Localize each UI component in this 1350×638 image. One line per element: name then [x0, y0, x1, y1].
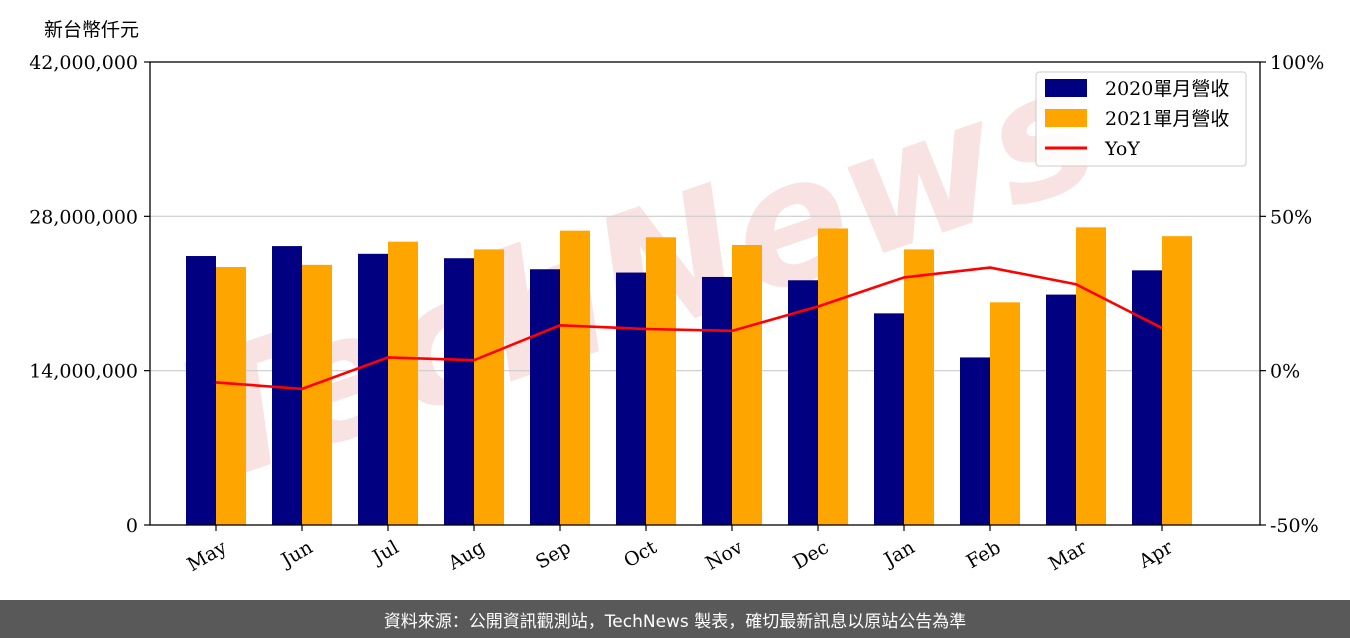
source-footer: 資料來源：公開資訊觀測站，TechNews 製表，確切最新訊息以原站公告為準: [0, 600, 1350, 638]
y2-tick-label: 0%: [1270, 361, 1300, 383]
legend: 2020單月營收 2021單月營收 YoY: [1035, 71, 1247, 167]
x-tick-label: Nov: [702, 536, 747, 575]
x-tick-label: Dec: [789, 536, 832, 574]
bar-2021: [1076, 227, 1106, 525]
bar-2020: [874, 313, 904, 525]
y-tick-label: 0: [126, 515, 138, 537]
bar-2021: [216, 267, 246, 525]
bar-2021: [560, 230, 590, 525]
x-tick-label: Jun: [276, 536, 317, 572]
y-tick-label: 28,000,000: [29, 206, 138, 228]
bar-2021: [818, 228, 848, 525]
bar-2020: [960, 357, 990, 525]
x-tick-label: Oct: [620, 536, 661, 572]
bar-2020: [616, 272, 646, 525]
y-tick-label: 42,000,000: [29, 52, 138, 74]
bar-2020: [530, 269, 560, 525]
y-tick-label: 14,000,000: [29, 361, 138, 383]
chart-canvas: TechNews014,000,00028,000,00042,000,000-…: [29, 27, 1324, 576]
legend-box: [1035, 71, 1247, 167]
x-tick-label: Jul: [367, 536, 402, 569]
legend-entry-2021-label: 2021單月營收: [1105, 108, 1229, 130]
yoy-line: [215, 266, 1163, 391]
y2-tick-label: -50%: [1270, 515, 1319, 537]
bar-2021: [474, 249, 504, 525]
bar-2021: [732, 244, 762, 525]
bar-2020: [358, 253, 388, 526]
legend-entry-yoy-label: YoY: [1104, 138, 1140, 160]
bar-2020: [186, 256, 216, 525]
legend-entry-2020-swatch: [1045, 79, 1087, 97]
revenue-chart: 新台幣仟元 TechNews014,000,00028,000,00042,00…: [29, 19, 1324, 576]
x-tick-label: Mar: [1045, 536, 1091, 575]
y2-tick-label: 100%: [1270, 52, 1324, 74]
plot-frame: [149, 61, 1261, 526]
footer-text: 資料來源：公開資訊觀測站，TechNews 製表，確切最新訊息以原站公告為準: [383, 611, 967, 632]
bar-2021: [904, 249, 934, 525]
bar-2021: [646, 237, 676, 525]
bar-2021: [388, 241, 418, 525]
y-axis-unit-label: 新台幣仟元: [44, 19, 140, 41]
bar-2021: [990, 302, 1020, 525]
x-tick-label: Sep: [532, 536, 575, 573]
x-tick-label: Jan: [879, 536, 919, 572]
legend-entry-2021-swatch: [1045, 109, 1087, 127]
bar-2021: [1162, 236, 1192, 525]
bar-2020: [444, 258, 474, 525]
x-tick-label: Apr: [1134, 536, 1177, 573]
y2-tick-label: 50%: [1270, 206, 1312, 228]
bar-2021: [302, 264, 332, 525]
x-tick-label: Aug: [444, 536, 489, 575]
bar-2020: [702, 276, 732, 525]
bar-2020: [1046, 294, 1076, 525]
bar-2020: [788, 280, 818, 525]
bar-2020: [1132, 270, 1162, 525]
x-tick-label: May: [184, 536, 231, 576]
bar-2020: [272, 246, 302, 525]
legend-entry-2020-label: 2020單月營收: [1105, 78, 1229, 100]
x-tick-label: Feb: [963, 536, 1005, 573]
